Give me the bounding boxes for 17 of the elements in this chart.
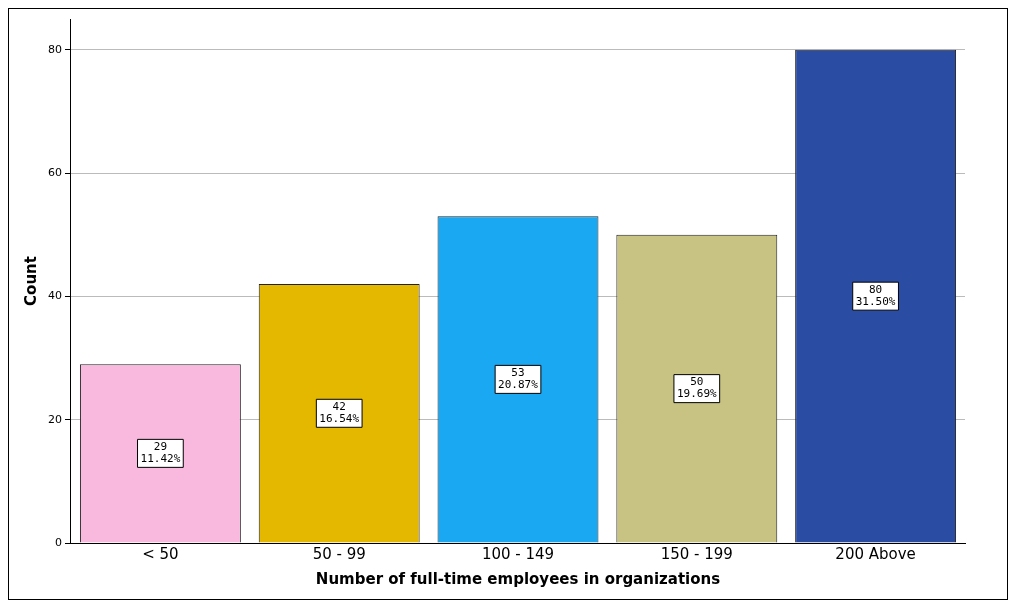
x-tick-label: 150 - 199 (660, 544, 733, 563)
x-tick-label: < 50 (142, 544, 179, 563)
data-label: 29 11.42% (140, 440, 181, 466)
y-tick-label: 40 (48, 289, 62, 303)
x-axis-title: Number of full-time employees in organizations (315, 569, 721, 588)
data-label: 80 31.50% (855, 283, 896, 309)
y-tick-label: 60 (48, 165, 62, 179)
data-label: 50 19.69% (676, 375, 718, 401)
x-tick-label: 200 Above (835, 544, 916, 563)
y-tick-label: 0 (55, 535, 62, 549)
y-tick-label: 80 (48, 42, 62, 56)
data-label: 53 20.87% (498, 366, 539, 392)
x-tick-label: 100 - 149 (481, 544, 555, 563)
data-label: 42 16.54% (319, 400, 360, 426)
y-tick-label: 20 (48, 412, 62, 426)
y-axis-title: Count (21, 256, 40, 306)
x-tick-label: 50 - 99 (312, 544, 366, 563)
